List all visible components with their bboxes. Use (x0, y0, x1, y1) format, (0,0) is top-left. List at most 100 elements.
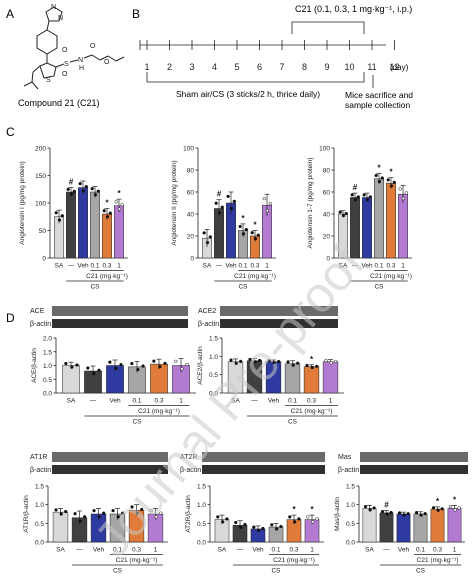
x-tick-label: — (68, 263, 75, 270)
chart-mas: 0.0 0.5 1.0 1.5 Mas/β-actin SA # — Veh 0.1 * 0.3 * 1 C… (334, 484, 465, 575)
data-point (423, 512, 427, 516)
x-tick-label: 0.1 (238, 263, 247, 270)
y-tick-label: 60 (323, 190, 331, 197)
y-tick-label: 0 (326, 256, 330, 263)
data-point (174, 359, 178, 364)
cs-group-label: CS (271, 568, 281, 575)
data-point (234, 520, 238, 525)
bar (396, 513, 411, 543)
y-tick-label: 0.0 (197, 540, 206, 547)
data-point (158, 364, 162, 369)
imidazole-ring (45, 6, 63, 22)
data-point (374, 173, 378, 178)
x-tick-label: Veh (268, 398, 280, 405)
y-tick-label: 0.5 (43, 377, 52, 384)
data-point (154, 515, 158, 519)
y-axis-label: AT1R/β-actin (23, 495, 30, 533)
chart-ace2: 0.0 0.5 1.0 1.5 ACE2/β-actin SA — Veh 0.1 * 0.3 1 C2… (197, 336, 344, 426)
data-point (117, 207, 122, 211)
y-tick-label: 1.0 (35, 502, 44, 509)
chart-angiotensin-1: 0 50 100 150 200 Angiotensin I (pg/mg protein… (19, 146, 128, 291)
timeline-day-label: 4 (212, 62, 217, 72)
dose-group-label: C21 (mg·kg⁻¹) (138, 408, 180, 415)
atom-label: N (58, 15, 63, 22)
y-tick-label: 40 (187, 212, 195, 219)
significance-mark: * (105, 199, 109, 208)
compound-caption: Compound 21 (C21) (18, 98, 100, 108)
data-point (216, 515, 220, 519)
bar (374, 178, 384, 259)
atom-label: O (90, 43, 96, 50)
significance-mark: * (241, 214, 245, 223)
y-axis-label: Angiotensin II (pg/mg protein) (171, 160, 178, 245)
bar (362, 197, 372, 259)
x-tick-label: Veh (93, 547, 105, 554)
bond (55, 63, 65, 68)
bar (66, 191, 76, 259)
data-point (92, 508, 96, 513)
blot-band-actin (220, 319, 338, 328)
x-tick-label: Veh (361, 263, 373, 270)
y-tick-label: 100 (35, 201, 46, 208)
data-point (310, 365, 314, 370)
data-point (111, 508, 115, 513)
chart-angiotensin-1-7: 0 20 40 60 80 100 Angiotensin 1-7 (pg/mg prote… (307, 146, 412, 291)
data-point (78, 181, 82, 186)
data-point (241, 232, 246, 236)
timeline-day-label: 3 (189, 62, 194, 72)
x-tick-label: SA (218, 547, 227, 554)
data-point (119, 363, 123, 367)
y-tick-label: 0.5 (346, 521, 355, 528)
data-point (102, 511, 106, 515)
data-point (363, 504, 368, 509)
data-point (130, 361, 134, 366)
x-tick-label: 0.1 (132, 398, 141, 405)
data-point (141, 364, 145, 368)
data-point (368, 508, 372, 512)
data-point (96, 189, 100, 193)
x-tick-label: 0.3 (307, 398, 316, 405)
timeline-day-label: 1 (144, 62, 149, 72)
x-tick-label: SA (231, 398, 240, 405)
data-point (135, 511, 139, 515)
data-point (239, 525, 243, 530)
x-tick-label: — (90, 398, 97, 405)
data-point (84, 184, 88, 189)
data-point (225, 517, 229, 521)
bar (114, 205, 124, 259)
bar (413, 513, 428, 543)
day-unit-label: (day) (390, 63, 409, 72)
data-point (152, 359, 156, 363)
blot-actin-label: β-actin (30, 467, 51, 474)
endpoint-label-line2: sample collection (345, 100, 410, 110)
data-point (275, 527, 279, 531)
data-point (163, 361, 167, 366)
data-point (226, 194, 230, 199)
bar (322, 361, 339, 394)
significance-mark: # (217, 190, 222, 199)
y-tick-label: 20 (187, 234, 195, 241)
y-tick-label: 1.5 (209, 336, 218, 343)
data-point (414, 511, 419, 515)
data-point (108, 211, 112, 215)
y-tick-label: 100 (183, 146, 194, 153)
data-point (180, 367, 184, 371)
data-point (380, 176, 384, 180)
western-blots: ACE β-actin ACE2 β-actin AT1R β-actin AT2R β-ac… (30, 306, 468, 474)
cs-group-label: CS (132, 419, 142, 426)
x-tick-label: 0.3 (386, 263, 395, 270)
blot-band-actin (360, 465, 468, 474)
significance-mark: * (436, 497, 440, 506)
data-point (86, 366, 90, 370)
data-point (419, 513, 423, 517)
y-tick-label: 200 (35, 146, 46, 153)
x-tick-label: SA (67, 398, 76, 405)
dose-group-label: C21 (mg·kg⁻¹) (273, 557, 315, 564)
data-point (108, 360, 112, 364)
data-point (234, 361, 238, 365)
data-point (334, 359, 338, 364)
timeline-day-label: 8 (302, 62, 307, 72)
data-point (90, 187, 94, 191)
panel-a-letter: A (6, 7, 14, 21)
data-point (73, 512, 77, 516)
